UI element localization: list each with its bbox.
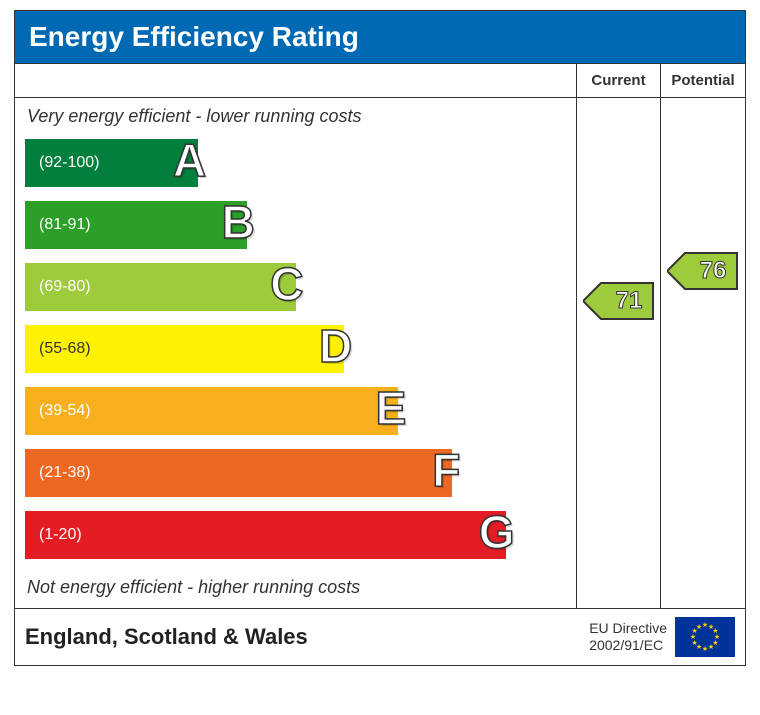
band-letter-d: D [319,319,352,373]
band-row-c: (69-80) C [25,259,566,315]
eu-star-icon: ★ [708,643,714,651]
band-letter-a: A [173,133,206,187]
chart-box: Current Potential Very energy efficient … [14,63,746,666]
caption-bottom: Not energy efficient - higher running co… [25,569,566,602]
current-column-header: Current [577,64,661,97]
band-bar-b: (81-91)B [25,201,247,249]
chart-title: Energy Efficiency Rating [29,21,359,52]
bands-host: (92-100) A (81-91) B (69-80) C (55-68) D (39-54)… [25,135,566,563]
potential-pointer-value: 76 [689,251,737,291]
band-letter-b: B [222,195,255,249]
current-pointer-value: 71 [605,281,653,321]
band-row-b: (81-91) B [25,197,566,253]
band-bar-f: (21-38)F [25,449,452,497]
potential-pointer: 76 [667,251,739,291]
band-bar-c: (69-80)C [25,263,296,311]
potential-column-header: Potential [661,64,745,97]
current-column: 71 [577,98,661,608]
band-range-e: (39-54) [25,402,91,420]
column-header-row: Current Potential [15,64,745,98]
bands-column-header [15,64,577,97]
band-letter-e: E [376,381,407,435]
chart-body: Very energy efficient - lower running co… [15,98,745,608]
current-pointer: 71 [583,281,655,321]
caption-top: Very energy efficient - lower running co… [25,104,566,135]
directive-line1: EU Directive [589,620,667,636]
epc-chart-container: Energy Efficiency Rating Current Potenti… [0,0,760,680]
band-letter-g: G [479,505,515,559]
band-range-b: (81-91) [25,216,91,234]
band-row-f: (21-38) F [25,445,566,501]
bands-column: Very energy efficient - lower running co… [15,98,577,608]
footer-directive: EU Directive 2002/91/EC [589,620,667,654]
title-bar: Energy Efficiency Rating [14,10,746,63]
band-row-a: (92-100) A [25,135,566,191]
band-bar-a: (92-100)A [25,139,198,187]
bands-inner: Very energy efficient - lower running co… [15,98,576,608]
band-range-g: (1-20) [25,526,82,544]
band-range-a: (92-100) [25,154,99,172]
band-range-c: (69-80) [25,278,91,296]
footer-right: EU Directive 2002/91/EC ★★★★★★★★★★★★ [589,617,735,657]
eu-star-icon: ★ [702,645,708,653]
band-row-g: (1-20) G [25,507,566,563]
band-row-e: (39-54) E [25,383,566,439]
band-row-d: (55-68) D [25,321,566,377]
eu-star-icon: ★ [696,623,702,631]
potential-column: 76 [661,98,745,608]
band-bar-e: (39-54)E [25,387,398,435]
band-letter-c: C [270,257,303,311]
eu-flag-icon: ★★★★★★★★★★★★ [675,617,735,657]
band-range-f: (21-38) [25,464,91,482]
footer-row: England, Scotland & Wales EU Directive 2… [15,608,745,665]
band-bar-g: (1-20)G [25,511,506,559]
band-bar-d: (55-68)D [25,325,344,373]
band-letter-f: F [432,443,460,497]
footer-region: England, Scotland & Wales [25,624,589,650]
band-range-d: (55-68) [25,340,91,358]
directive-line2: 2002/91/EC [589,637,663,653]
